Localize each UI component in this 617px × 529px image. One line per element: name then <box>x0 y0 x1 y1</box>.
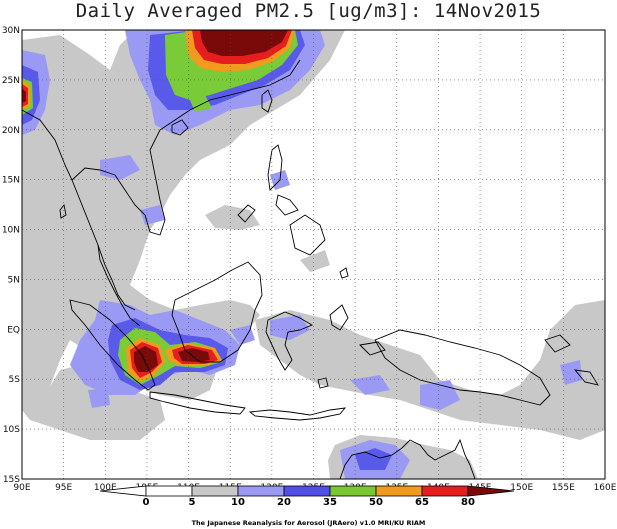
pm25-region-lightblue <box>350 375 390 395</box>
colorbar-label: 0 <box>143 497 150 508</box>
coastline-lesser-sunda <box>248 407 347 421</box>
colorbar-segment <box>237 485 285 497</box>
pm25-region-darkred <box>178 348 210 362</box>
coastline-bismarck <box>544 334 599 386</box>
coastline-java <box>149 391 246 415</box>
colorbar-label: 50 <box>369 497 383 508</box>
coastline-small-island <box>59 203 67 219</box>
lat-tick-label: 5S <box>9 375 21 385</box>
colorbar-segment <box>421 485 469 497</box>
coastline-mainland <box>21 59 301 311</box>
lon-tick-label: 150E <box>510 483 533 493</box>
coastline-small-island <box>339 267 349 279</box>
coastline-malay-peninsula <box>97 244 141 327</box>
pm25-region-lightblue <box>560 360 582 385</box>
colorbar-segment <box>467 485 515 497</box>
colorbar-segment <box>283 485 331 497</box>
pm25-region-gray <box>255 300 605 440</box>
lon-tick-label: 90E <box>13 483 30 493</box>
pm25-region-darkred <box>200 30 288 56</box>
lat-tick-label: 15S <box>3 475 20 485</box>
lon-tick-label: 155E <box>552 483 575 493</box>
colorbar-segment <box>191 485 239 497</box>
coastline-sumatra <box>69 299 156 391</box>
colorbar: 0 5 10 20 35 50 65 80 <box>99 485 515 508</box>
lat-tick-label: EQ <box>7 325 20 335</box>
coastline-maluku <box>329 304 386 356</box>
pm25-region-gray <box>22 120 60 180</box>
pm25-region-gray <box>300 250 330 272</box>
colorbar-segment <box>145 485 193 497</box>
coastline-visayas <box>275 194 299 216</box>
coastline-australia <box>339 438 476 480</box>
coastline-hainan <box>171 119 189 136</box>
colorbar-label: 65 <box>415 497 429 508</box>
data-credit: The Japanese Reanalysis for Aerosol (JRA… <box>191 519 426 527</box>
coastline-layer <box>21 59 599 480</box>
coastline-taiwan <box>261 89 273 113</box>
pm25-region-darkred <box>22 88 26 103</box>
pm25-region-gray <box>205 205 260 230</box>
lon-tick-label: 160E <box>594 483 617 493</box>
colorbar-segment <box>329 485 377 497</box>
coastline-small-island <box>317 377 329 389</box>
pm25-region-lightblue <box>270 315 310 340</box>
colorbar-label: 35 <box>323 497 337 508</box>
colorbar-label: 10 <box>231 497 245 508</box>
lat-tick-label: 10S <box>3 425 20 435</box>
colorbar-label: 80 <box>461 497 475 508</box>
lat-tick-label: 25N <box>2 76 20 86</box>
pm25-region-blue <box>355 448 392 470</box>
colorbar-label: 5 <box>189 497 196 508</box>
map-title: Daily Averaged PM2.5 [ug/m3]: 14Nov2015 <box>75 0 542 22</box>
coastline-mindanao <box>289 214 326 256</box>
lon-tick-label: 100E <box>94 483 117 493</box>
pm25-region-lightblue <box>230 325 255 345</box>
colorbar-label: 20 <box>277 497 291 508</box>
gridline-layer <box>22 30 605 479</box>
lat-tick-label: 10N <box>2 226 20 236</box>
pm25-region-lightblue <box>88 388 110 408</box>
pm25-field-layer <box>22 30 605 479</box>
colorbar-segment <box>375 485 423 497</box>
lat-tick-label: 20N <box>2 126 20 136</box>
lat-tick-label: 5N <box>8 275 20 285</box>
lon-tick-label: 95E <box>55 483 72 493</box>
lat-tick-label: 30N <box>2 26 20 36</box>
coastline-new-guinea <box>374 329 551 406</box>
coastline-sulawesi <box>265 311 314 371</box>
coastline-borneo <box>171 261 263 363</box>
map-frame <box>21 29 606 480</box>
coastline-palawan <box>237 204 256 223</box>
lat-tick-label: 15N <box>2 176 20 186</box>
coastline-luzon <box>267 144 283 191</box>
